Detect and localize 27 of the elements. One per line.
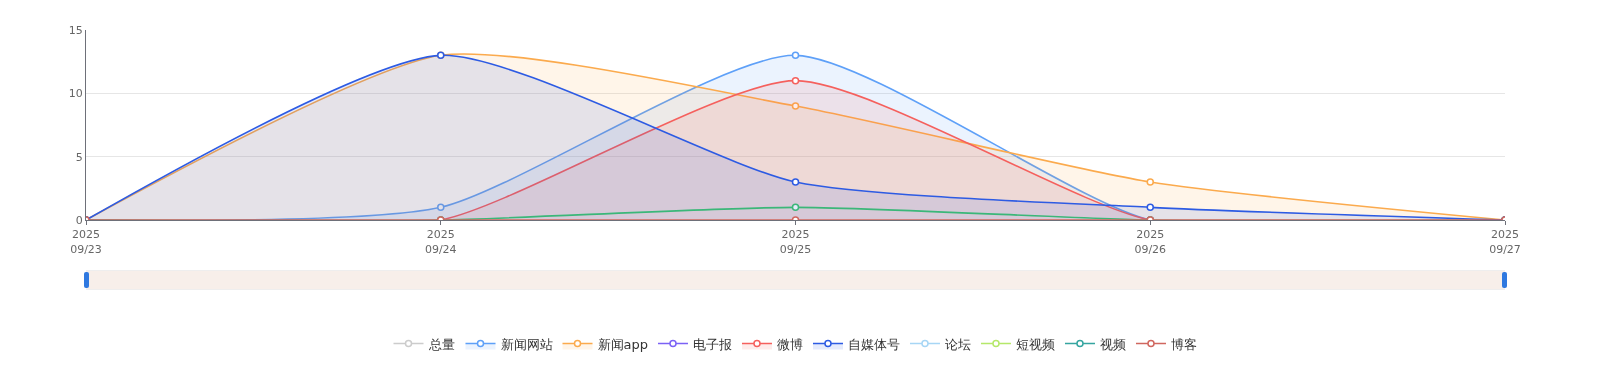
x-tick-label: 2025 09/25 bbox=[779, 228, 812, 256]
point bbox=[1146, 203, 1154, 212]
point bbox=[791, 203, 800, 212]
point bbox=[791, 76, 800, 85]
point bbox=[437, 203, 445, 212]
x-tick-label: 2025 09/26 bbox=[1134, 228, 1167, 256]
point bbox=[1146, 178, 1154, 186]
point bbox=[791, 178, 800, 186]
legend-label: 自媒体号 bbox=[847, 336, 900, 352]
legend-label: 电子报 bbox=[692, 336, 732, 352]
legend-label: 总量 bbox=[427, 336, 455, 352]
y-tick-label: 15 bbox=[68, 23, 83, 37]
x-tick-label: 2025 09/24 bbox=[424, 228, 457, 256]
point bbox=[791, 102, 800, 110]
x-tick-label: 2025 09/23 bbox=[70, 228, 102, 256]
legend-label: 博客 bbox=[1170, 336, 1197, 352]
y-tick-label: 10 bbox=[68, 87, 83, 101]
legend-label: 新闻网站 bbox=[500, 336, 553, 352]
legend-label: 新闻app bbox=[597, 336, 648, 352]
legend-label: 微博 bbox=[776, 336, 803, 352]
point bbox=[791, 51, 800, 60]
legend-label: 论坛 bbox=[944, 336, 971, 352]
legend-label: 视频 bbox=[1099, 336, 1126, 352]
y-tick-label: 0 bbox=[75, 213, 83, 227]
y-tick-label: 5 bbox=[75, 150, 83, 164]
legend-label: 短视频 bbox=[1015, 336, 1055, 352]
x-tick-label: 2025 09/27 bbox=[1489, 228, 1521, 256]
